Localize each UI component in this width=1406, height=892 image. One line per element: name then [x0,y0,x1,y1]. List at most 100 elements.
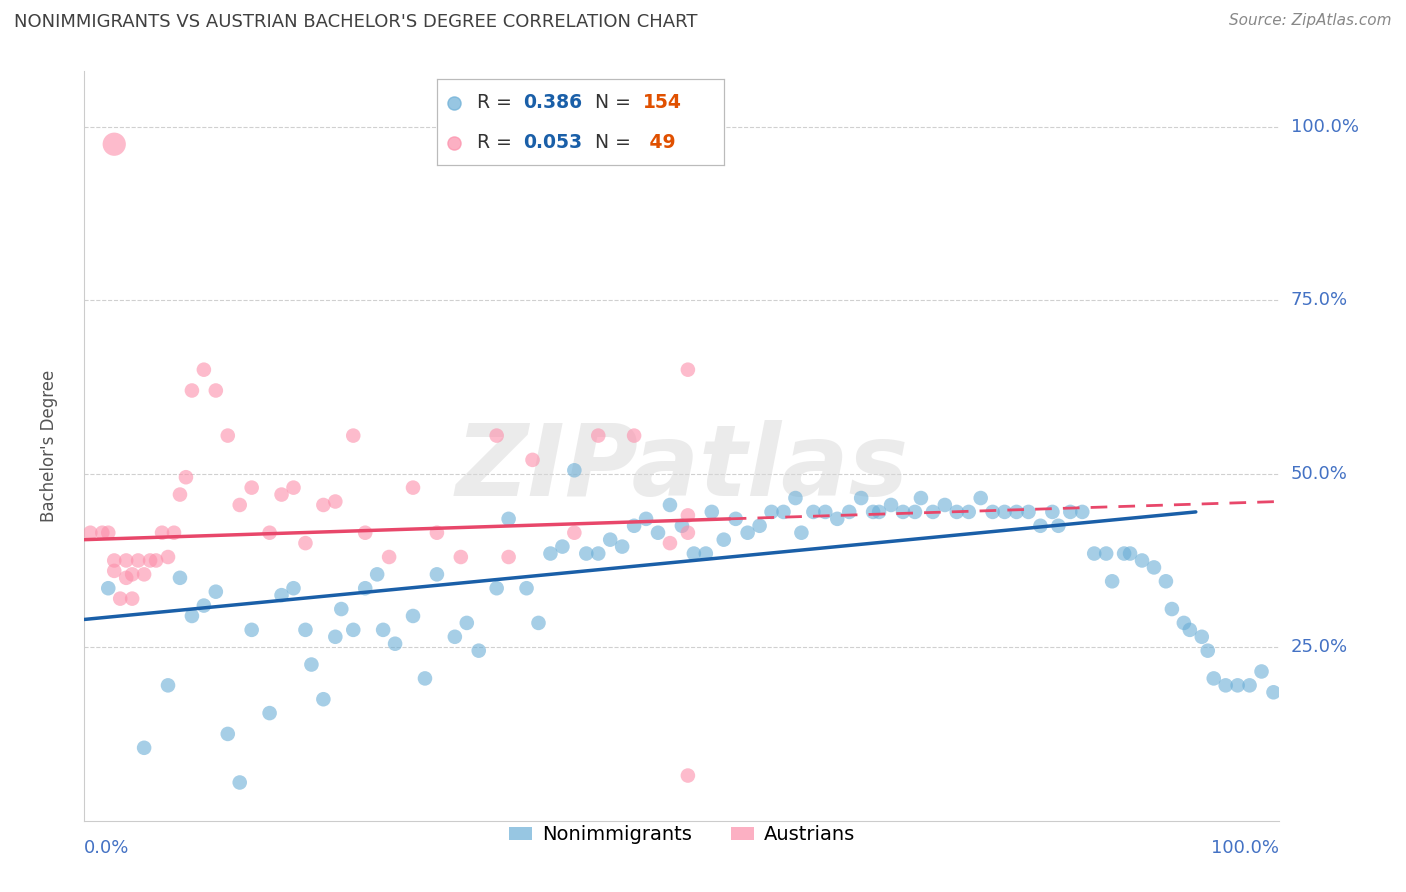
Point [1178,623,1201,637]
Point [891,505,914,519]
Point [217,727,239,741]
Point [283,481,305,495]
Point [838,505,860,519]
Point [97,525,120,540]
Point [121,567,143,582]
Point [240,623,263,637]
Point [671,518,693,533]
Point [163,525,186,540]
Point [193,362,215,376]
Point [1119,547,1142,561]
Point [1005,505,1028,519]
Point [325,494,347,508]
Point [456,615,478,630]
Point [1114,547,1136,561]
Point [772,505,794,519]
Point [174,470,197,484]
Point [1202,672,1225,686]
Point [354,581,377,595]
Point [790,525,813,540]
Point [1047,518,1070,533]
Point [450,549,472,564]
Point [1161,602,1184,616]
Point [862,505,884,519]
Point [157,678,180,692]
Point [498,549,520,564]
Point [564,463,586,477]
Point [868,505,890,519]
Point [169,571,191,585]
Point [413,672,436,686]
Point [1130,553,1153,567]
Point [522,453,544,467]
Point [827,512,849,526]
Point [132,567,156,582]
Point [612,540,634,554]
Point [761,505,783,519]
Text: Bachelor's Degree: Bachelor's Degree [39,370,58,522]
Point [659,498,682,512]
Point [1029,518,1052,533]
Point [468,643,491,657]
Point [1143,560,1166,574]
Point [259,706,281,720]
Point [330,602,353,616]
Point [193,599,215,613]
Point [1083,547,1105,561]
Point [1226,678,1249,692]
Point [205,584,228,599]
Point [636,512,658,526]
Point [1191,630,1213,644]
Point [623,428,645,442]
Point [426,567,449,582]
Point [145,553,167,567]
Point [1018,505,1040,519]
Point [181,609,204,624]
Legend: Nonimmigrants, Austrians: Nonimmigrants, Austrians [501,818,863,852]
Point [1101,574,1123,589]
Point [922,505,945,519]
Point [713,533,735,547]
Point [564,525,586,540]
Point [623,518,645,533]
Point [384,637,406,651]
Point [1071,505,1094,519]
Point [115,571,138,585]
Point [325,630,347,644]
Point [588,547,610,561]
Point [426,525,449,540]
Text: ZIPatlas: ZIPatlas [456,420,908,517]
Text: 0.0%: 0.0% [84,839,129,857]
Point [301,657,323,672]
Point [659,536,682,550]
Text: 50.0%: 50.0% [1291,465,1347,483]
Point [910,491,932,505]
Point [516,581,538,595]
Point [1173,615,1195,630]
Point [981,505,1004,519]
Point [103,553,125,567]
Point [1042,505,1064,519]
Point [366,567,388,582]
Point [139,553,162,567]
Point [575,547,598,561]
Point [283,581,305,595]
Point [205,384,228,398]
Point [683,547,706,561]
Point [1215,678,1237,692]
Point [121,591,143,606]
Point [312,498,335,512]
Point [240,481,263,495]
Point [748,518,770,533]
Point [1250,665,1272,679]
Point [1059,505,1081,519]
Point [91,525,114,540]
Point [880,498,903,512]
Point [994,505,1017,519]
Point [934,498,956,512]
Point [103,137,125,152]
Point [946,505,969,519]
Point [342,428,364,442]
Point [904,505,927,519]
Point [957,505,980,519]
